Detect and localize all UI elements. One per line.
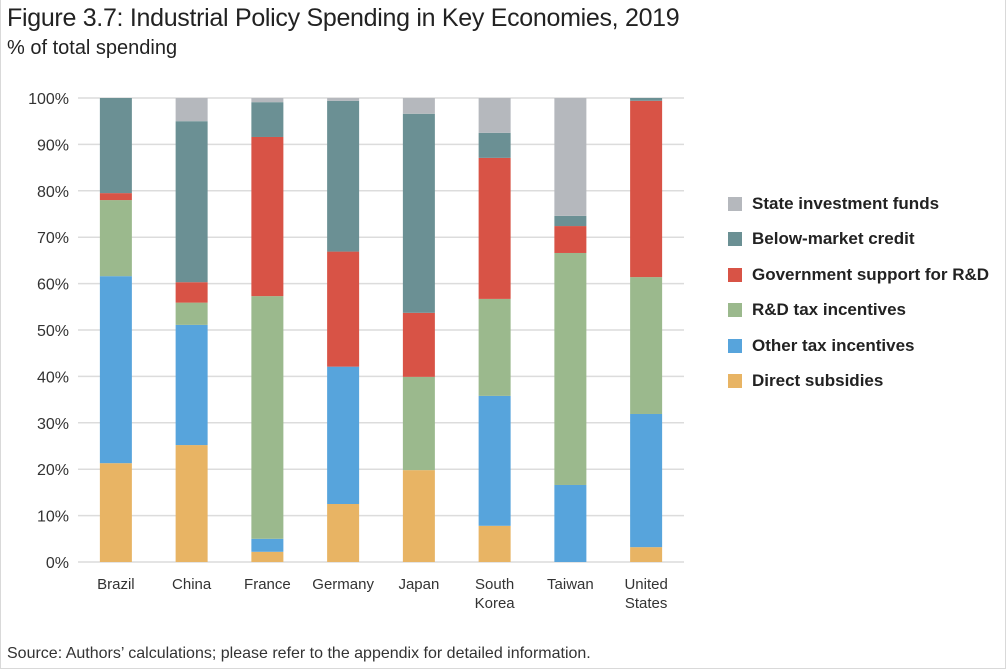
y-tick-label: 80% <box>37 184 69 201</box>
bar-segment-other-tax-incentives <box>99 276 132 464</box>
bar-segment-r-d-tax-incentives <box>478 298 511 396</box>
bar-segment-government-support-for-r-d <box>554 226 587 253</box>
bar-segment-r-d-tax-incentives <box>99 200 132 277</box>
x-tick-label: France <box>244 576 291 593</box>
bar-segment-government-support-for-r-d <box>327 251 360 367</box>
bar-segment-state-investment-funds <box>402 98 435 114</box>
legend-swatch <box>728 303 742 318</box>
x-tick-label: Japan <box>398 576 439 593</box>
x-tick-label: Taiwan <box>547 576 594 593</box>
legend-item: Other tax incentives <box>728 328 989 364</box>
bar-segment-direct-subsidies <box>251 551 284 562</box>
x-tick-label: United <box>624 576 667 593</box>
y-tick-label: 90% <box>37 137 69 154</box>
x-tick-label: States <box>625 595 668 612</box>
legend-label: R&D tax incentives <box>752 300 906 320</box>
bar-segment-government-support-for-r-d <box>175 282 208 303</box>
bar-segment-state-investment-funds <box>478 98 511 133</box>
bar-segment-direct-subsidies <box>630 547 663 562</box>
bar-segment-direct-subsidies <box>175 445 208 562</box>
legend-item: Direct subsidies <box>728 364 989 400</box>
y-tick-label: 40% <box>37 369 69 386</box>
chart-legend: State investment funds Below-market credi… <box>728 186 989 399</box>
bar-segment-below-market-credit <box>554 215 587 227</box>
legend-swatch <box>728 338 742 353</box>
bar-segment-below-market-credit <box>175 121 208 283</box>
y-tick-label: 10% <box>37 509 69 526</box>
y-tick-label: 20% <box>37 462 69 479</box>
bar-segment-below-market-credit <box>251 102 284 137</box>
y-tick-label: 60% <box>37 277 69 294</box>
bar-segment-government-support-for-r-d <box>478 157 511 299</box>
bar-segment-r-d-tax-incentives <box>630 277 663 414</box>
legend-swatch <box>728 374 742 389</box>
bar-segment-other-tax-incentives <box>251 538 284 552</box>
bar-segment-r-d-tax-incentives <box>175 302 208 325</box>
bottom-divider <box>0 668 1006 669</box>
bar-segment-other-tax-incentives <box>554 484 587 562</box>
y-tick-label: 30% <box>37 416 69 433</box>
bar-segment-below-market-credit <box>99 98 132 194</box>
bar-segment-direct-subsidies <box>327 504 360 562</box>
bar-segment-other-tax-incentives <box>630 413 663 548</box>
y-tick-label: 100% <box>28 91 69 108</box>
legend-swatch <box>728 196 742 211</box>
x-tick-label: Brazil <box>97 576 135 593</box>
legend-item: R&D tax incentives <box>728 293 989 329</box>
bar-segment-direct-subsidies <box>478 525 511 562</box>
x-tick-label: South <box>475 576 514 593</box>
legend-label: Government support for R&D <box>752 264 990 284</box>
bar-segment-government-support-for-r-d <box>99 193 132 201</box>
legend-item: Government support for R&D <box>728 257 989 293</box>
bar-segment-direct-subsidies <box>99 463 132 562</box>
legend-swatch <box>728 232 742 247</box>
bar-segment-below-market-credit <box>478 132 511 158</box>
legend-item: State investment funds <box>728 186 989 222</box>
bar-segment-government-support-for-r-d <box>630 100 663 278</box>
x-tick-label: Germany <box>312 576 374 593</box>
legend-label: Direct subsidies <box>752 371 884 391</box>
bar-segment-r-d-tax-incentives <box>402 376 435 471</box>
bar-segment-state-investment-funds <box>251 98 284 103</box>
bar-segment-state-investment-funds <box>554 98 587 216</box>
chart-subtitle: % of total spending <box>7 37 178 59</box>
legend-label: Below-market credit <box>752 229 915 249</box>
bar-segment-state-investment-funds <box>175 98 208 122</box>
y-tick-label: 50% <box>37 323 69 340</box>
bar-segment-below-market-credit <box>327 100 360 252</box>
legend-label: Other tax incentives <box>752 335 915 355</box>
legend-swatch <box>728 267 742 282</box>
bar-segment-below-market-credit <box>630 98 663 101</box>
source-note: Source: Authors’ calculations; please re… <box>7 645 591 662</box>
bar-segment-other-tax-incentives <box>327 366 360 504</box>
bar-segment-other-tax-incentives <box>175 324 208 446</box>
bar-segment-direct-subsidies <box>402 470 435 562</box>
x-tick-label: Korea <box>475 595 516 612</box>
bar-segment-state-investment-funds <box>327 98 360 101</box>
x-tick-label: China <box>172 576 212 593</box>
chart-title: Figure 3.7: Industrial Policy Spending i… <box>7 4 680 32</box>
bar-segment-r-d-tax-incentives <box>554 252 587 485</box>
legend-item: Below-market credit <box>728 222 989 258</box>
legend-label: State investment funds <box>752 193 940 213</box>
y-tick-label: 70% <box>37 230 69 247</box>
bar-segment-other-tax-incentives <box>478 395 511 526</box>
y-tick-label: 0% <box>46 555 69 572</box>
bar-segment-r-d-tax-incentives <box>251 296 284 539</box>
bar-segment-government-support-for-r-d <box>251 136 284 297</box>
bar-segment-below-market-credit <box>402 113 435 313</box>
bar-segment-government-support-for-r-d <box>402 312 435 377</box>
